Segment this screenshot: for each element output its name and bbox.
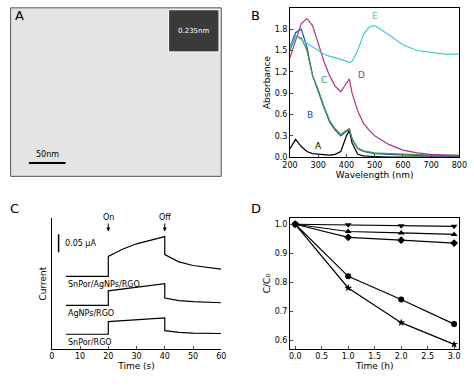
svg-text:500: 500 [367,161,382,170]
svg-text:30: 30 [131,352,141,361]
svg-text:Wavelength (nm): Wavelength (nm) [336,170,414,180]
svg-text:0.235nm: 0.235nm [178,27,209,35]
svg-text:1.5: 1.5 [275,46,288,55]
svg-text:1.0: 1.0 [342,352,355,361]
svg-text:0.6: 0.6 [275,336,288,345]
svg-text:0.0: 0.0 [275,153,288,162]
svg-text:0.8: 0.8 [275,278,288,287]
svg-text:C: C [321,75,327,85]
svg-text:0.0: 0.0 [289,352,302,361]
svg-text:0.6: 0.6 [275,110,288,119]
svg-text:Time (h): Time (h) [355,361,394,371]
svg-text:A: A [15,8,24,23]
svg-text:1.2: 1.2 [275,68,288,77]
svg-text:Off: Off [159,213,171,222]
svg-text:E: E [372,11,378,21]
svg-text:D: D [358,70,365,80]
svg-text:B: B [307,110,313,120]
svg-text:0: 0 [49,352,54,361]
svg-text:700: 700 [424,161,439,170]
svg-text:SnPor/RGO: SnPor/RGO [68,338,112,347]
svg-text:600: 600 [395,161,410,170]
svg-text:C/C₀: C/C₀ [262,274,272,294]
svg-text:2.0: 2.0 [395,352,408,361]
svg-text:800: 800 [452,161,467,170]
svg-text:0.7: 0.7 [275,307,288,316]
svg-text:1.0: 1.0 [275,220,288,229]
svg-text:10: 10 [75,352,85,361]
svg-text:1.5: 1.5 [368,352,381,361]
svg-text:Absorbance: Absorbance [262,55,272,109]
svg-text:3.0: 3.0 [448,352,461,361]
svg-text:AgNPs/RGO: AgNPs/RGO [68,309,114,318]
svg-text:300: 300 [311,161,326,170]
svg-text:200: 200 [282,161,297,170]
svg-text:SnPor/AgNPs/RGO: SnPor/AgNPs/RGO [68,280,140,289]
svg-text:0.9: 0.9 [275,89,288,98]
svg-text:2.5: 2.5 [421,352,434,361]
svg-text:20: 20 [103,352,113,361]
svg-text:Time (s): Time (s) [117,361,155,371]
svg-text:50nm: 50nm [36,150,59,159]
svg-text:40: 40 [160,352,170,361]
svg-text:50: 50 [188,352,198,361]
svg-text:A: A [315,141,322,151]
svg-text:0.3: 0.3 [275,132,288,141]
svg-text:D: D [251,201,261,216]
svg-text:1.8: 1.8 [275,25,288,34]
svg-text:0.5: 0.5 [315,352,328,361]
svg-text:C: C [10,201,19,216]
svg-text:Current: Current [38,266,48,300]
svg-text:0.05 µA: 0.05 µA [65,239,96,248]
svg-text:0.9: 0.9 [275,249,288,258]
svg-text:400: 400 [339,161,354,170]
svg-text:B: B [251,8,260,23]
svg-text:On: On [103,213,114,222]
svg-text:60: 60 [216,352,226,361]
